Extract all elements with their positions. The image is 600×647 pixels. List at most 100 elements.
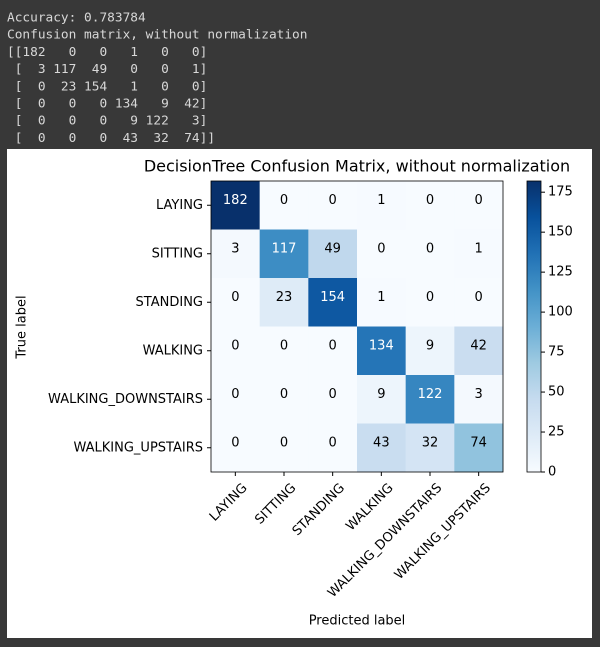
- cell-label: 1: [377, 193, 385, 208]
- cell-label: 23: [276, 290, 293, 305]
- cell-label: 154: [320, 290, 345, 305]
- heatmap-cell: [357, 278, 406, 327]
- cell-label: 32: [422, 435, 439, 450]
- cell-label: 0: [426, 290, 434, 305]
- console-line: [ 3 117 49 0 0 1]: [7, 62, 207, 77]
- heatmap-cell: [357, 181, 406, 230]
- heatmap-cell: [357, 326, 406, 376]
- cell-label: 1: [377, 290, 385, 305]
- y-axis-label: True label: [15, 295, 30, 359]
- cell-label: 117: [272, 241, 297, 256]
- cell-label: 0: [280, 338, 288, 353]
- console-line: Accuracy: 0.783784: [7, 11, 146, 26]
- console-line: [[182 0 0 1 0 0]: [7, 45, 207, 60]
- heatmap-cell: [454, 278, 504, 327]
- heatmap-cell: [454, 423, 504, 473]
- colorbar-tick-label: 25: [548, 425, 565, 440]
- heatmap-cell: [454, 229, 504, 279]
- cell-label: 182: [223, 193, 248, 208]
- cell-label: 1: [475, 241, 483, 256]
- heatmap-cell: [454, 181, 504, 230]
- cell-label: 0: [426, 241, 434, 256]
- heatmap-cell: [308, 423, 358, 473]
- cell-label: 43: [373, 435, 390, 450]
- cell-label: 74: [470, 435, 487, 450]
- cell-label: 0: [329, 387, 337, 402]
- plot-frame: [210, 180, 504, 473]
- cell-label: 0: [426, 193, 434, 208]
- cell-label: 0: [231, 338, 239, 353]
- heatmap-cell: [259, 181, 309, 230]
- cell-label: 42: [470, 338, 487, 353]
- heatmap-cell: [405, 229, 455, 279]
- heatmap-cell: [211, 375, 260, 424]
- cell-label: 9: [377, 387, 385, 402]
- colorbar-tick-label: 75: [548, 345, 565, 360]
- heatmap-cell: [211, 326, 260, 376]
- cell-label: 0: [475, 290, 483, 305]
- cell-label: 0: [329, 338, 337, 353]
- y-tick-label: WALKING_UPSTAIRS: [74, 440, 204, 455]
- heatmap-cell: [405, 375, 455, 424]
- heatmap-cell: [308, 375, 358, 424]
- cell-label: 0: [231, 290, 239, 305]
- heatmap-cell: [308, 326, 358, 376]
- y-tick-label: LAYING: [156, 198, 203, 213]
- heatmap-cell: [259, 229, 309, 279]
- heatmap-cell: [405, 326, 455, 376]
- heatmap-cell: [454, 375, 504, 424]
- colorbar-tick-label: 0: [548, 465, 556, 480]
- heatmap-cell: [405, 423, 455, 473]
- console-line: [ 0 23 154 1 0 0]: [7, 79, 207, 94]
- y-tick-label: WALKING: [143, 343, 203, 358]
- colorbar-tick-label: 100: [548, 305, 573, 320]
- colorbar-tick-label: 175: [548, 185, 573, 200]
- colorbar-tick-label: 150: [548, 225, 573, 240]
- cell-label: 9: [426, 338, 434, 353]
- cell-label: 0: [329, 193, 337, 208]
- console-line: [ 0 0 0 9 122 3]: [7, 114, 207, 129]
- colorbar-tick-label: 50: [548, 385, 565, 400]
- colorbar-tick-label: 125: [548, 265, 573, 280]
- console-line: Confusion matrix, without normalization: [7, 28, 307, 43]
- heatmap-cell: [357, 423, 406, 473]
- cell-label: 49: [324, 241, 341, 256]
- cell-label: 0: [377, 241, 385, 256]
- cell-label: 3: [231, 241, 239, 256]
- colorbar: [526, 180, 542, 473]
- console-line: [ 0 0 0 43 32 74]]: [7, 131, 215, 146]
- x-axis-label: Predicted label: [309, 614, 406, 629]
- heatmap-cell: [211, 278, 260, 327]
- chart-title: DecisionTree Confusion Matrix, without n…: [144, 157, 570, 176]
- cell-label: 0: [231, 387, 239, 402]
- cell-label: 0: [280, 387, 288, 402]
- heatmap-cell: [259, 326, 309, 376]
- cell-label: 0: [280, 193, 288, 208]
- heatmap-cell: [211, 181, 260, 230]
- y-tick-label: STANDING: [136, 295, 203, 310]
- heatmap-cell: [405, 181, 455, 230]
- heatmap-cell: [259, 375, 309, 424]
- console-line: [ 0 0 0 134 9 42]: [7, 97, 207, 112]
- heatmap-cell: [405, 278, 455, 327]
- cell-label: 122: [418, 387, 443, 402]
- cell-label: 134: [369, 338, 394, 353]
- heatmap-cell: [211, 229, 260, 279]
- heatmap-cell: [308, 278, 358, 327]
- cell-label: 3: [475, 387, 483, 402]
- cell-label: 0: [280, 435, 288, 450]
- heatmap-cell: [211, 423, 260, 473]
- y-tick-label: SITTING: [152, 246, 203, 261]
- heatmap-cell: [357, 229, 406, 279]
- cell-label: 0: [475, 193, 483, 208]
- heatmap-cell: [259, 423, 309, 473]
- heatmap-cell: [308, 229, 358, 279]
- heatmap-cell: [308, 181, 358, 230]
- cell-label: 0: [231, 435, 239, 450]
- heatmap-cell: [357, 375, 406, 424]
- heatmap-cell: [454, 326, 504, 376]
- cell-label: 0: [329, 435, 337, 450]
- y-tick-label: WALKING_DOWNSTAIRS: [48, 392, 203, 407]
